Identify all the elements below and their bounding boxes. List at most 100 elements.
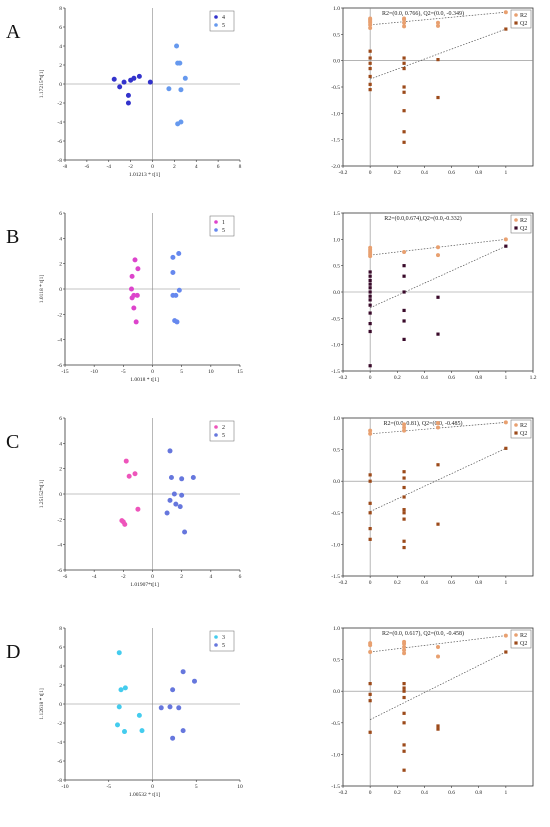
permutation-title: R2=(0.0, 0.766), Q2=(0.0, -0.349) bbox=[382, 10, 464, 17]
score-point bbox=[176, 251, 182, 257]
y-tick-label: 4 bbox=[59, 441, 62, 447]
x-tick-label: 0.4 bbox=[421, 170, 428, 176]
q2-point bbox=[436, 522, 440, 526]
panel-label: D bbox=[6, 641, 20, 663]
q2-point bbox=[436, 295, 440, 299]
x-tick-label: 0 bbox=[369, 580, 372, 586]
y-tick-label: -0.5 bbox=[331, 316, 340, 322]
q2-point bbox=[368, 303, 372, 307]
y-tick-label: 0.5 bbox=[333, 658, 340, 664]
r2-point bbox=[368, 428, 373, 433]
x-tick-label: 15 bbox=[237, 369, 243, 375]
score-point bbox=[122, 685, 128, 691]
y-axis-label: 1.12618 * t[1] bbox=[39, 688, 45, 719]
score-point bbox=[174, 43, 180, 49]
q2-point bbox=[402, 476, 406, 480]
panel-a: A -8 -6 -4 -2 0 2 4 6 8 -8 -6 -4 -2 0 2 4 6 8 1.01213 * t[1… bbox=[6, 6, 534, 178]
q2-point bbox=[436, 95, 440, 100]
q2-point bbox=[368, 682, 372, 686]
y-tick-label: 4 bbox=[59, 664, 62, 670]
y-tick-label: -6 bbox=[57, 759, 62, 765]
y-tick-label: -4 bbox=[57, 543, 62, 549]
r2-point bbox=[436, 644, 440, 649]
score-point bbox=[168, 475, 174, 481]
q2-regression-line bbox=[369, 651, 507, 720]
r2-point bbox=[368, 650, 373, 655]
score-point bbox=[182, 75, 188, 81]
x-tick-label: 4 bbox=[209, 574, 212, 580]
legend-marker bbox=[214, 433, 218, 437]
q2-point bbox=[368, 511, 372, 515]
legend-marker-q2 bbox=[514, 21, 518, 25]
y-axis-label: 1.17215*t[1] bbox=[39, 70, 45, 99]
q2-point bbox=[402, 319, 406, 323]
score-point bbox=[170, 687, 176, 693]
permutation-plot: -0.2 0 0.2 0.4 0.6 0.8 1 -2.0 -1.5 -1.0 -0.5 0.0 0.5… bbox=[331, 6, 534, 176]
y-tick-label: -4 bbox=[57, 338, 62, 344]
r2-point bbox=[368, 16, 373, 21]
q2-point bbox=[402, 768, 406, 772]
q2-point bbox=[368, 699, 372, 703]
r2-point bbox=[402, 425, 407, 430]
q2-point bbox=[368, 364, 372, 368]
r2-point bbox=[436, 20, 440, 25]
score-plot: -10 -5 0 5 10 -8 -6 -4 -2 0 2 4 6 8 1.00532 * t[1] 1.12… bbox=[39, 626, 243, 798]
score-point bbox=[167, 497, 173, 503]
score-point bbox=[179, 476, 185, 482]
score-point bbox=[147, 79, 153, 85]
q2-point bbox=[436, 463, 440, 467]
x-tick-label: 0.8 bbox=[475, 375, 482, 381]
legend-label-r2: R2 bbox=[520, 633, 527, 639]
x-tick-label: 0.6 bbox=[448, 790, 455, 796]
x-tick-label: 0.6 bbox=[448, 580, 455, 586]
q2-point bbox=[368, 537, 372, 541]
score-point bbox=[131, 292, 137, 298]
r2-point bbox=[368, 245, 373, 250]
x-tick-label: 0 bbox=[151, 369, 154, 375]
y-tick-label: 0.0 bbox=[333, 479, 340, 485]
r2-point bbox=[436, 245, 440, 250]
q2-point bbox=[402, 109, 406, 113]
legend-marker bbox=[214, 15, 218, 19]
legend-marker-r2 bbox=[514, 218, 518, 222]
q2-point bbox=[402, 711, 406, 715]
score-point bbox=[190, 475, 196, 481]
q2-point bbox=[402, 274, 406, 278]
x-tick-label: 0 bbox=[369, 375, 372, 381]
x-tick-label: 0.2 bbox=[394, 170, 401, 176]
y-tick-label: -2 bbox=[57, 517, 62, 523]
y-tick-label: -1.5 bbox=[331, 138, 340, 144]
legend-marker-r2 bbox=[514, 423, 518, 427]
x-tick-label: -6 bbox=[85, 164, 90, 170]
y-tick-label: 2 bbox=[59, 683, 62, 689]
x-tick-label: -2 bbox=[128, 164, 133, 170]
legend-marker bbox=[214, 643, 218, 647]
q2-regression-line bbox=[369, 245, 507, 309]
x-tick-label: 8 bbox=[239, 164, 242, 170]
legend-label-r2: R2 bbox=[520, 13, 527, 19]
y-tick-label: 0 bbox=[59, 492, 62, 498]
x-tick-label: 0.8 bbox=[475, 580, 482, 586]
x-tick-label: 0.2 bbox=[394, 580, 401, 586]
x-tick-label: -4 bbox=[92, 574, 97, 580]
q2-point bbox=[402, 140, 406, 144]
x-tick-label: 1 bbox=[504, 580, 507, 586]
r2-point bbox=[402, 648, 407, 653]
panel-label: A bbox=[6, 21, 21, 43]
score-point bbox=[136, 712, 142, 718]
permutation-title: R2=(0.0,0.674),Q2=(0.0,-0.332) bbox=[384, 215, 462, 222]
y-tick-label: -1.0 bbox=[331, 752, 340, 758]
x-tick-label: 5 bbox=[195, 784, 198, 790]
legend-label-q2: Q2 bbox=[520, 226, 527, 232]
x-tick-label: 0 bbox=[369, 790, 372, 796]
legend-label: 5 bbox=[222, 23, 225, 29]
score-point bbox=[121, 79, 127, 85]
r2-point bbox=[402, 16, 407, 21]
y-axis-label: 1.25152*t[1] bbox=[39, 480, 45, 509]
y-tick-label: 0.0 bbox=[333, 59, 340, 65]
y-tick-label: 0 bbox=[59, 702, 62, 708]
q2-regression-line bbox=[370, 28, 506, 80]
